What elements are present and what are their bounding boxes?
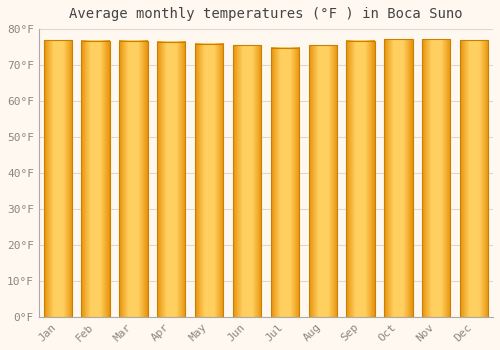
Bar [460,40,488,317]
Bar [422,39,450,317]
Title: Average monthly temperatures (°F ) in Boca Suno: Average monthly temperatures (°F ) in Bo… [69,7,462,21]
Bar [346,41,375,317]
Bar [82,41,110,317]
Bar [233,45,261,317]
Bar [157,42,186,317]
Bar [195,44,224,317]
Bar [233,45,261,317]
Bar [195,44,224,317]
Bar [44,40,72,317]
Bar [119,41,148,317]
Bar [460,40,488,317]
Bar [384,39,412,317]
Bar [44,40,72,317]
Bar [119,41,148,317]
Bar [308,45,337,317]
Bar [384,39,412,317]
Bar [270,48,299,317]
Bar [422,39,450,317]
Bar [308,45,337,317]
Bar [270,48,299,317]
Bar [346,41,375,317]
Bar [157,42,186,317]
Bar [82,41,110,317]
